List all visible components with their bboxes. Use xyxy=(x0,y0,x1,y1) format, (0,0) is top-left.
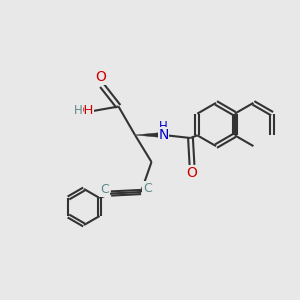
Text: N: N xyxy=(158,128,169,142)
Polygon shape xyxy=(135,132,164,138)
Text: C: C xyxy=(100,183,109,196)
Text: H: H xyxy=(74,104,82,118)
Text: C: C xyxy=(143,182,152,195)
Text: O: O xyxy=(95,70,106,84)
Text: H: H xyxy=(159,120,168,133)
Text: OH: OH xyxy=(73,104,93,118)
Text: O: O xyxy=(187,166,197,180)
